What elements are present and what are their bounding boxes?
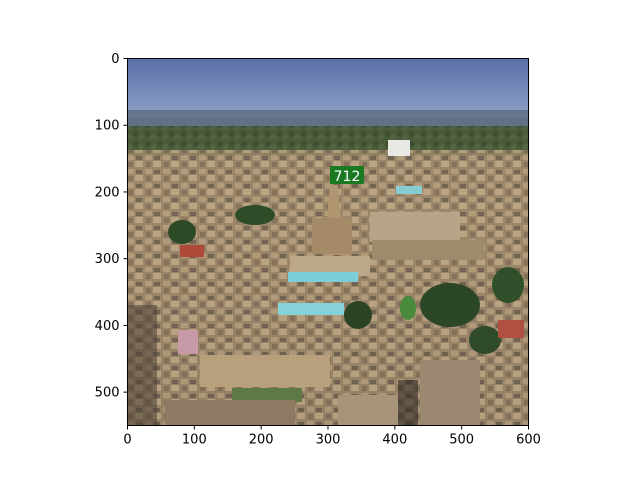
- y-tick-label: 500: [95, 386, 120, 401]
- horizon-band: [127, 110, 528, 128]
- cyan-roof: [278, 303, 344, 315]
- x-tick-label: 600: [516, 433, 541, 448]
- sky-region: [127, 58, 528, 118]
- tree-cluster: [400, 296, 416, 320]
- y-tick-label: 0: [111, 52, 119, 67]
- x-tick-label: 500: [449, 433, 474, 448]
- tag-text: 712: [334, 169, 361, 185]
- x-tick-label: 200: [249, 433, 274, 448]
- y-tick-label: 400: [95, 319, 120, 334]
- tree-cluster: [469, 326, 501, 354]
- aerial-photo: 712: [127, 58, 528, 425]
- tree-cluster: [492, 267, 524, 303]
- cyan-roof: [288, 272, 358, 282]
- tree-cluster: [168, 220, 196, 244]
- tree-cluster: [420, 283, 480, 327]
- y-axis: 0 100 200 300 400 500: [95, 52, 128, 401]
- tree-cluster: [344, 301, 372, 329]
- x-axis: 0 100 200 300 400 500 600: [123, 425, 541, 448]
- x-tick-label: 0: [123, 433, 131, 448]
- x-tick-label: 400: [382, 433, 407, 448]
- number-tag: 712: [330, 166, 364, 185]
- x-tick-label: 100: [182, 433, 207, 448]
- y-tick-label: 300: [95, 252, 120, 267]
- tree-cluster: [235, 205, 275, 225]
- y-tick-label: 200: [95, 185, 120, 200]
- y-tick-label: 100: [95, 119, 120, 134]
- x-tick-label: 300: [316, 433, 341, 448]
